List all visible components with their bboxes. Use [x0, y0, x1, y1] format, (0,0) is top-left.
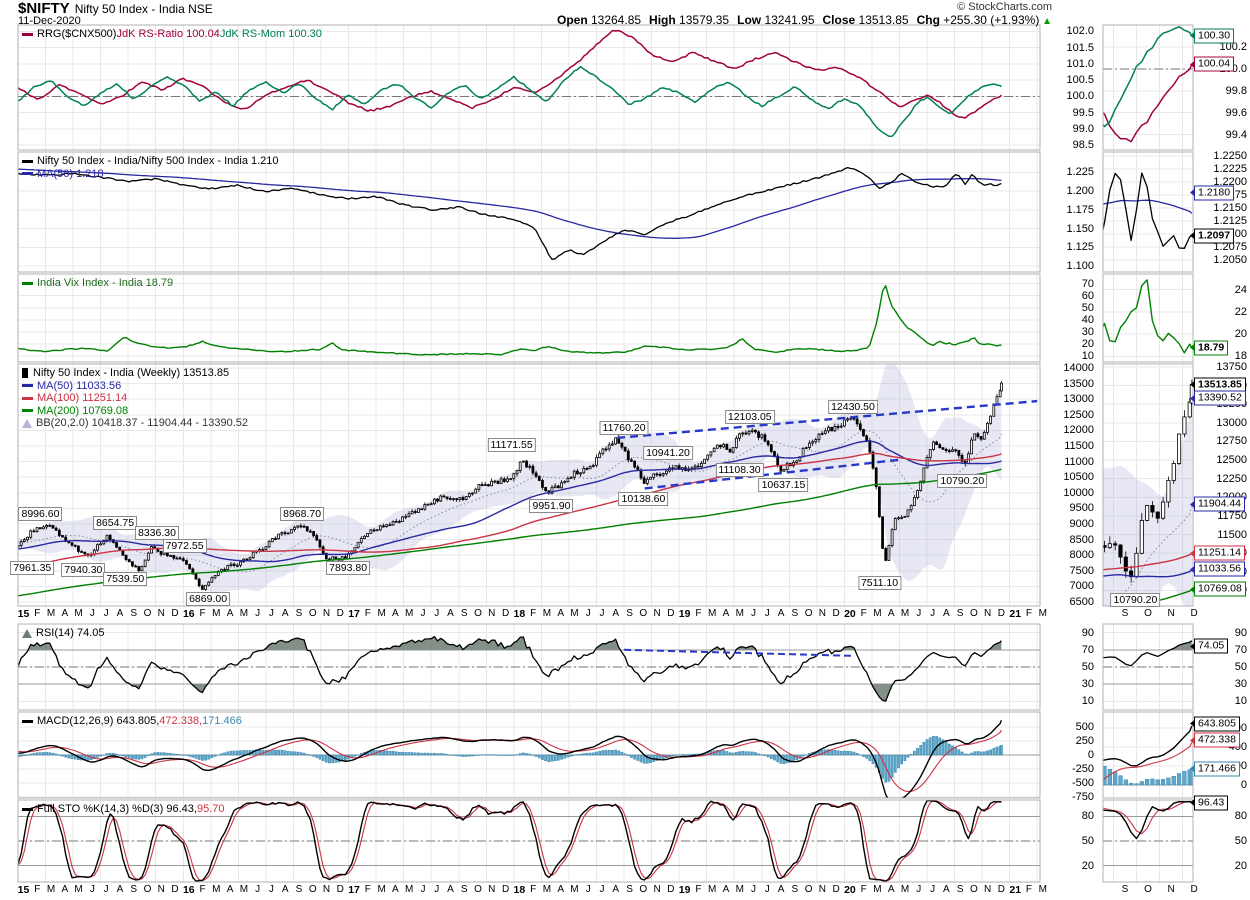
quote-value: +255.30 (+1.93%) — [939, 13, 1040, 27]
copyright: © StockCharts.com — [957, 1, 1052, 13]
quote-label: Chg — [916, 13, 940, 27]
quote-line: Open 13264.85 High 13579.35 Low 13241.95 Cl… — [549, 13, 1052, 27]
quote-label: Open — [556, 13, 588, 27]
chart-header: $NIFTY Nifty 50 Index - India NSE — [18, 0, 213, 18]
index-name: Nifty 50 Index - India NSE — [74, 2, 213, 16]
panel-rsi-side-series — [1103, 640, 1193, 667]
panel-sto-side-series — [1103, 801, 1192, 840]
panel-sto-main-series — [18, 800, 1002, 882]
panel-vix-side-series — [1103, 279, 1193, 354]
change-up-arrow-icon: ▲ — [1039, 16, 1052, 27]
panel-rrg-main-series — [18, 29, 1002, 137]
panel-price-side-series — [1103, 379, 1193, 606]
panel-ratio-main-series — [18, 166, 1002, 260]
quote-value: 13241.95 — [761, 13, 815, 27]
quote-label: Low — [737, 13, 762, 27]
quote-value: 13513.85 — [855, 13, 909, 27]
chart-date: 11-Dec-2020 — [18, 15, 81, 27]
panel-ratio-side-series — [1103, 172, 1193, 249]
quote-value: 13264.85 — [587, 13, 642, 27]
panel-macd-main-series — [18, 720, 1003, 798]
panel-rrg-side-series — [1103, 26, 1193, 143]
panel-rsi-main-series — [18, 635, 1002, 702]
panel-macd-side-series — [1103, 725, 1193, 786]
panel-price-main-series — [18, 364, 1038, 597]
quote-value: 13579.35 — [675, 13, 730, 27]
symbol: $NIFTY — [18, 0, 70, 17]
panel-vix-main-series — [18, 285, 1002, 356]
quote-label: Close — [822, 13, 856, 27]
quote-label: High — [649, 13, 676, 27]
